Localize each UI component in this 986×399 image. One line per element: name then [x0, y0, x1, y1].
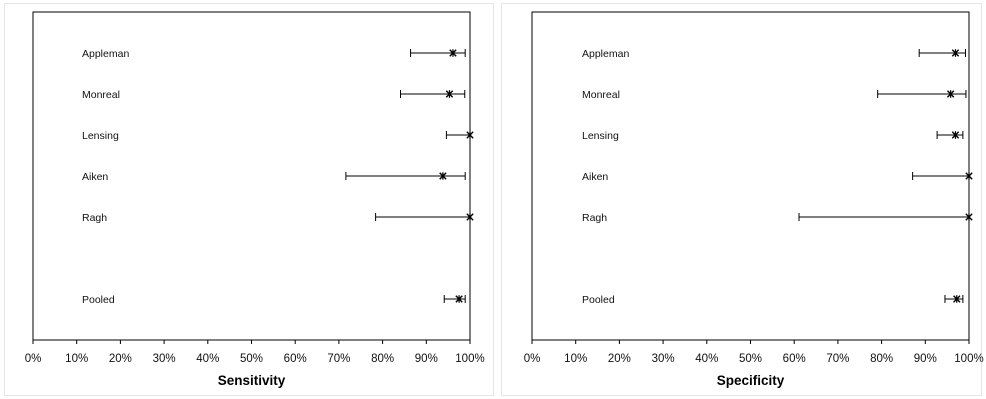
row-lensing: Lensing	[582, 130, 964, 142]
point-estimate-marker	[455, 295, 463, 303]
row-ragh: Ragh	[582, 212, 973, 224]
study-label: Pooled	[82, 294, 115, 306]
row-appleman: Appleman	[582, 48, 967, 60]
x-tick-label: 50%	[240, 353, 263, 365]
point-estimate-marker	[466, 213, 474, 221]
x-tick-label: 30%	[153, 353, 176, 365]
row-monreal: Monreal	[82, 89, 466, 101]
study-label: Monreal	[82, 89, 120, 101]
panel-frame-sensitivity	[4, 3, 494, 396]
point-estimate-marker	[965, 213, 973, 221]
x-tick-label: 70%	[826, 353, 849, 365]
x-tick-label: 60%	[783, 353, 806, 365]
point-estimate-marker	[946, 90, 955, 98]
study-label: Lensing	[82, 130, 119, 142]
row-ragh: Ragh	[82, 212, 474, 224]
study-label: Monreal	[582, 89, 620, 101]
x-tick-label: 70%	[327, 353, 350, 365]
x-tick-label: 20%	[109, 353, 132, 365]
x-tick-label: 80%	[371, 353, 394, 365]
x-tick-label: 80%	[870, 353, 893, 365]
study-label: Lensing	[582, 130, 619, 142]
x-axis-title: Specificity	[717, 373, 785, 388]
row-monreal: Monreal	[582, 89, 967, 101]
point-estimate-marker	[439, 172, 447, 180]
row-pooled: Pooled	[582, 294, 964, 306]
x-tick-label: 0%	[524, 353, 541, 365]
x-tick-label: 100%	[954, 353, 983, 365]
row-appleman: Appleman	[82, 48, 466, 60]
x-axis-title: Sensitivity	[218, 373, 286, 388]
x-tick-label: 90%	[914, 353, 937, 365]
row-aiken: Aiken	[82, 171, 466, 183]
chart-sensitivity: 0% 10% 20% 30% 40% 50% 60% 70% 80% 90% 100% Sensiti…	[25, 11, 485, 388]
point-estimate-marker	[951, 131, 960, 139]
point-estimate-marker	[445, 90, 454, 98]
x-tick-label: 50%	[739, 353, 762, 365]
x-tick-label: 30%	[652, 353, 675, 365]
row-lensing: Lensing	[82, 130, 474, 142]
point-estimate-marker	[449, 49, 457, 57]
x-tick-label: 100%	[455, 353, 484, 365]
x-tick-label: 0%	[25, 353, 42, 365]
x-tick-label: 10%	[564, 353, 587, 365]
x-tick-label: 90%	[415, 353, 438, 365]
row-aiken: Aiken	[582, 171, 973, 183]
chart-specificity: 0% 10% 20% 30% 40% 50% 60% 70% 80% 90% 100% Specifi…	[524, 11, 984, 388]
x-tick-label: 40%	[695, 353, 718, 365]
study-label: Aiken	[582, 171, 608, 183]
point-estimate-marker	[965, 172, 973, 180]
study-label: Ragh	[582, 212, 607, 224]
row-pooled: Pooled	[82, 294, 466, 306]
x-tick-label: 10%	[65, 353, 88, 365]
panel-frame-specificity	[501, 3, 982, 396]
study-label: Ragh	[82, 212, 107, 224]
point-estimate-marker	[953, 295, 961, 303]
x-tick-label: 40%	[196, 353, 219, 365]
study-label: Appleman	[82, 48, 129, 60]
point-estimate-marker	[951, 49, 960, 57]
point-estimate-marker	[466, 131, 474, 139]
x-tick-label: 20%	[608, 353, 631, 365]
study-label: Pooled	[582, 294, 615, 306]
x-tick-label: 60%	[284, 353, 307, 365]
study-label: Aiken	[82, 171, 108, 183]
study-label: Appleman	[582, 48, 629, 60]
